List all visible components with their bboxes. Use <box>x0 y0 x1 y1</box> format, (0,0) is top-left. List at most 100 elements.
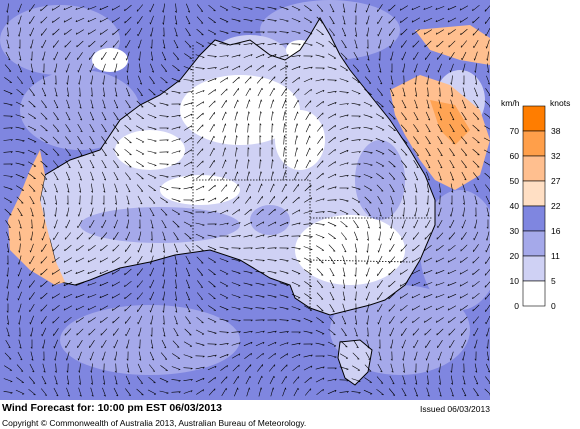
wind-arrow <box>472 136 480 144</box>
wind-arrow <box>207 246 217 250</box>
wind-arrow-head <box>152 82 155 84</box>
wind-arrow <box>77 136 83 144</box>
wind-arrow-head <box>334 161 336 164</box>
wind-arrow-head <box>104 118 107 121</box>
wind-arrow <box>245 183 251 193</box>
wind-arrow <box>103 75 105 85</box>
wind-arrow-head <box>226 354 229 357</box>
wind-arrow-head <box>262 260 265 262</box>
wind-arrow-head <box>402 358 404 361</box>
wind-arrow-head <box>377 250 379 253</box>
wind-arrow-head <box>20 214 23 217</box>
wind-arrow <box>316 280 324 288</box>
wind-arrow <box>484 172 490 179</box>
wind-arrow <box>450 171 454 181</box>
wind-arrow <box>30 351 34 361</box>
wind-arrow <box>64 328 72 336</box>
wind-arrow-head <box>298 77 300 80</box>
wind-arrow <box>150 339 154 349</box>
wind-arrow <box>342 291 346 301</box>
wind-arrow <box>268 65 276 71</box>
wind-arrow-head <box>115 94 118 97</box>
legend-kmh-label: 20 <box>510 251 520 261</box>
wind-arrow <box>354 39 358 49</box>
wind-arrow-head <box>426 94 429 97</box>
wind-arrow <box>388 172 396 180</box>
wind-arrow <box>27 161 37 167</box>
wind-arrow <box>472 148 480 156</box>
wind-arrow <box>30 63 34 73</box>
wind-arrow <box>388 16 396 24</box>
wind-arrow-head <box>272 111 274 114</box>
wind-arrow <box>327 173 337 179</box>
wind-arrow <box>447 293 457 299</box>
wind-arrow-head <box>90 382 93 385</box>
wind-arrow-head <box>249 99 251 102</box>
wind-arrow <box>66 207 70 217</box>
wind-arrow <box>449 136 455 144</box>
wind-arrow <box>304 197 312 203</box>
wind-arrow <box>64 244 72 252</box>
wind-arrow-head <box>435 283 438 286</box>
wind-arrow-head <box>401 346 403 349</box>
wind-arrow <box>487 63 489 73</box>
wind-arrow <box>474 363 478 373</box>
wind-arrow <box>100 29 108 35</box>
wind-arrow-head <box>400 272 402 275</box>
wind-arrow <box>101 124 107 132</box>
wind-arrow-head <box>378 346 381 349</box>
wind-arrow <box>423 305 433 311</box>
wind-arrow <box>40 16 48 24</box>
wind-arrow <box>243 307 253 309</box>
wind-arrow <box>439 363 441 373</box>
wind-arrow-head <box>462 82 465 85</box>
wind-arrow <box>303 257 313 263</box>
wind-arrow-head <box>178 150 181 153</box>
wind-arrow-head <box>22 128 25 130</box>
wind-arrow <box>426 99 430 109</box>
wind-arrow-head <box>67 382 70 385</box>
wind-arrow <box>114 351 118 361</box>
wind-arrow <box>328 136 336 144</box>
wind-arrow <box>459 293 469 299</box>
wind-arrow <box>149 207 155 217</box>
wind-arrow-head <box>79 190 82 193</box>
wind-arrow-head <box>399 296 402 299</box>
wind-arrow <box>183 91 193 93</box>
wind-arrow-head <box>30 58 33 61</box>
wind-arrow-head <box>452 130 455 133</box>
wind-arrow <box>207 67 217 69</box>
wind-arrow <box>485 256 490 264</box>
wind-arrow-head <box>250 209 252 212</box>
wind-arrow <box>171 187 181 189</box>
wind-arrow-head <box>366 322 368 325</box>
wind-arrow-head <box>423 308 426 311</box>
wind-arrow <box>303 29 313 35</box>
wind-arrow-head <box>356 226 359 228</box>
wind-arrow-head <box>284 123 286 126</box>
wind-arrow-head <box>415 106 418 109</box>
wind-arrow <box>125 316 131 324</box>
wind-arrow <box>114 87 118 97</box>
wind-arrow <box>76 40 84 48</box>
wind-arrow-head <box>250 20 253 22</box>
wind-arrow <box>99 269 109 275</box>
wind-arrow-head <box>286 320 289 322</box>
wind-arrow <box>412 316 420 324</box>
wind-arrow-head <box>344 46 347 49</box>
wind-arrow-head <box>202 344 205 347</box>
wind-arrow <box>220 88 228 96</box>
wind-arrow-head <box>310 210 313 213</box>
wind-arrow-head <box>343 298 346 301</box>
wind-arrow <box>282 387 286 397</box>
wind-arrow-head <box>188 34 191 36</box>
wind-arrow <box>89 52 95 60</box>
wind-arrow-head <box>399 8 402 11</box>
wind-arrow <box>125 375 131 385</box>
wind-arrow-head <box>298 209 301 212</box>
wind-arrow-head <box>447 308 450 311</box>
wind-arrow-head <box>438 94 441 97</box>
wind-arrow-head <box>310 377 312 380</box>
wind-arrow <box>184 40 192 48</box>
wind-arrow-head <box>334 390 337 393</box>
